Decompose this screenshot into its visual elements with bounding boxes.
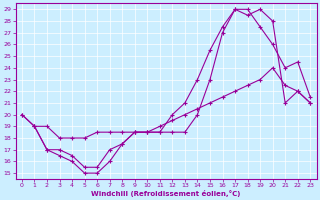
X-axis label: Windchill (Refroidissement éolien,°C): Windchill (Refroidissement éolien,°C) [92,190,241,197]
